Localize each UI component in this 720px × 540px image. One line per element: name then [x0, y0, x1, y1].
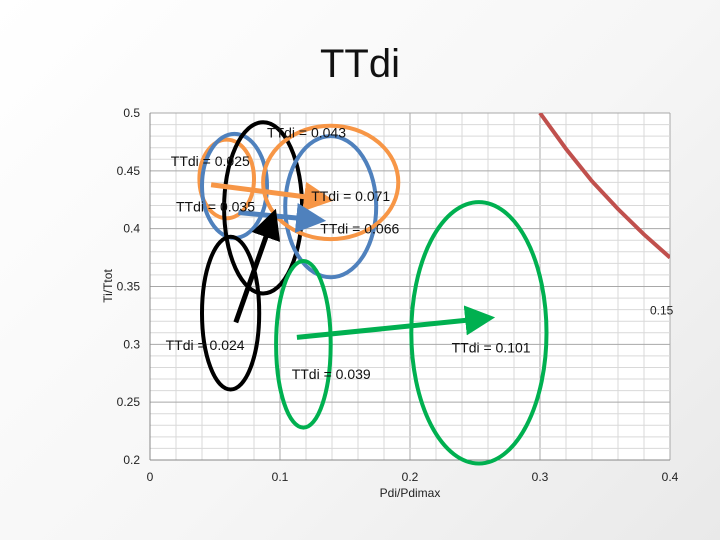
annotation-ellipse [274, 259, 333, 430]
x-tick-label: 0 [147, 470, 154, 484]
annotation-arrow [210, 181, 334, 212]
y-axis-title: Ti/Ttot [101, 269, 115, 303]
annotation-label: TTdi = 0.024 [166, 337, 245, 353]
annotation-label: TTdi = 0.101 [452, 339, 531, 355]
y-tick-label: 0.3 [123, 337, 140, 351]
gridlines [149, 112, 671, 461]
overlay-shapes [197, 120, 549, 466]
y-tick-label: 0.2 [123, 453, 140, 467]
x-tick-label: 0.4 [662, 470, 679, 484]
annotation-ellipse [409, 200, 549, 466]
axes: 0 0.1 0.2 0.3 0.4 0.2 0.25 0.3 0.35 0.4 0.45 0.5 [117, 106, 679, 484]
y-tick-label: 0.45 [117, 164, 141, 178]
annotation-labels: 0.15 TTdi = 0.043 TTdi = 0.025 TTdi = 0.071… [166, 124, 674, 382]
y-tick-label: 0.35 [117, 280, 141, 294]
annotation-ellipse [261, 123, 401, 242]
series-label: 0.15 [650, 303, 674, 317]
annotation-label: TTdi = 0.066 [320, 220, 399, 236]
annotation-label: TTdi = 0.025 [171, 153, 250, 169]
x-tick-label: 0.2 [402, 470, 419, 484]
y-tick-label: 0.25 [117, 395, 141, 409]
series-line [538, 113, 670, 260]
annotation-arrow [296, 305, 496, 340]
data-series [538, 113, 670, 260]
annotation-label: TTdi = 0.043 [267, 124, 346, 140]
annotation-label: TTdi = 0.039 [292, 366, 371, 382]
y-tick-label: 0.4 [123, 222, 140, 236]
y-tick-label: 0.5 [123, 106, 140, 120]
x-tick-label: 0.3 [532, 470, 549, 484]
annotation-arrow [233, 208, 281, 324]
x-axis-title: Pdi/Pdimax [380, 486, 441, 500]
slide-title: TTdi [320, 42, 400, 86]
annotation-ellipse [283, 134, 379, 280]
annotation-label: TTdi = 0.071 [311, 188, 390, 204]
annotation-ellipse [197, 137, 256, 221]
x-tick-label: 0.1 [272, 470, 289, 484]
annotation-ellipse [200, 234, 262, 392]
annotation-label: TTdi = 0.035 [176, 198, 255, 214]
